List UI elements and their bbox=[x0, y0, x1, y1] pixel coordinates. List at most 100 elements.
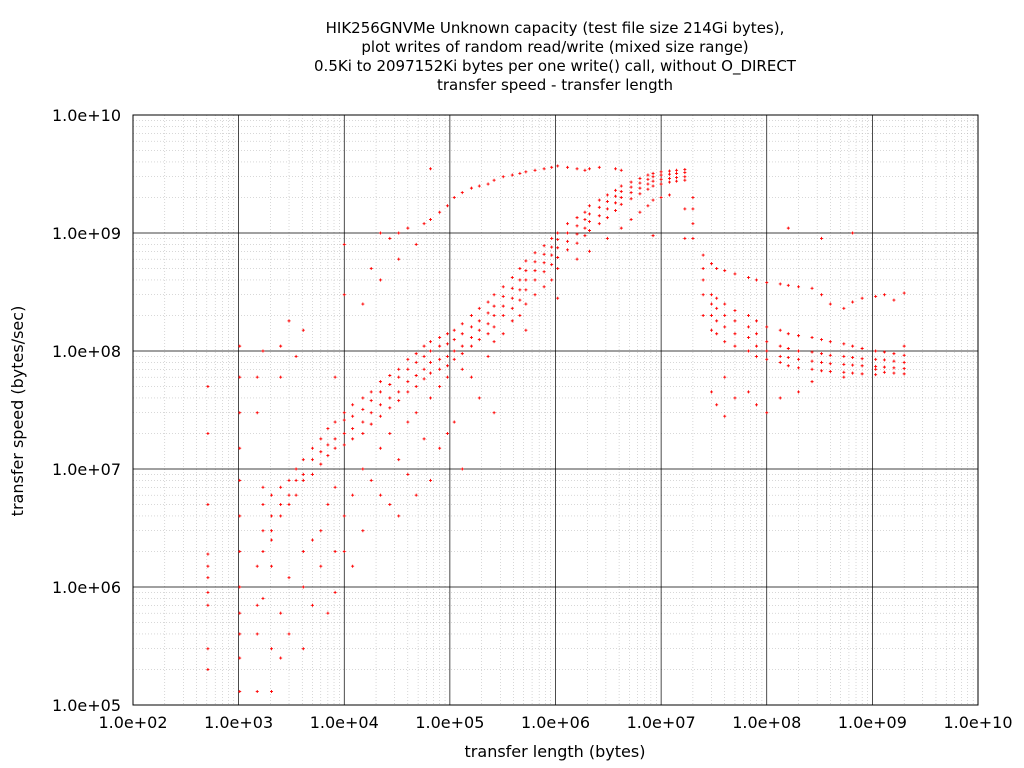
y-tick-label: 1.0e+06 bbox=[52, 578, 121, 597]
data-point bbox=[319, 529, 323, 533]
data-point bbox=[701, 313, 705, 317]
data-point bbox=[477, 306, 481, 310]
data-point bbox=[501, 313, 505, 317]
data-point bbox=[369, 399, 373, 403]
data-point bbox=[378, 390, 382, 394]
data-point bbox=[651, 184, 655, 188]
data-point bbox=[659, 177, 663, 181]
data-point bbox=[902, 291, 906, 295]
data-point bbox=[351, 493, 355, 497]
data-point bbox=[733, 272, 737, 276]
data-point bbox=[369, 478, 373, 482]
data-point bbox=[342, 411, 346, 415]
data-point bbox=[361, 529, 365, 533]
data-point bbox=[575, 257, 579, 261]
data-point bbox=[892, 359, 896, 363]
data-point bbox=[614, 188, 618, 192]
data-point bbox=[342, 431, 346, 435]
x-tick-label: 1.0e+08 bbox=[732, 713, 801, 732]
data-point bbox=[733, 332, 737, 336]
data-point bbox=[874, 373, 878, 377]
data-point bbox=[683, 171, 687, 175]
data-point bbox=[542, 285, 546, 289]
data-point bbox=[691, 195, 695, 199]
data-point bbox=[361, 396, 365, 400]
data-point bbox=[301, 585, 305, 589]
data-point bbox=[469, 186, 473, 190]
data-point bbox=[279, 611, 283, 615]
data-point bbox=[446, 332, 450, 336]
data-point bbox=[310, 446, 314, 450]
data-point bbox=[501, 304, 505, 308]
data-point bbox=[667, 169, 671, 173]
data-point bbox=[460, 344, 464, 348]
data-point bbox=[646, 177, 650, 181]
data-point bbox=[605, 199, 609, 203]
plot-frame bbox=[132, 114, 979, 706]
data-point bbox=[614, 209, 618, 213]
data-point bbox=[524, 269, 528, 273]
data-point bbox=[438, 367, 442, 371]
data-point bbox=[659, 173, 663, 177]
data-point bbox=[270, 538, 274, 542]
data-point bbox=[675, 179, 679, 183]
data-point bbox=[279, 375, 283, 379]
x-tick-label: 1.0e+09 bbox=[838, 713, 907, 732]
data-point bbox=[810, 359, 814, 363]
data-point bbox=[810, 286, 814, 290]
data-point bbox=[351, 403, 355, 407]
data-point bbox=[326, 443, 330, 447]
data-point bbox=[397, 390, 401, 394]
data-point bbox=[556, 231, 560, 235]
data-point bbox=[428, 371, 432, 375]
data-point bbox=[261, 485, 265, 489]
data-point bbox=[388, 383, 392, 387]
data-point bbox=[614, 201, 618, 205]
data-point bbox=[566, 222, 570, 226]
data-point bbox=[287, 632, 291, 636]
data-point bbox=[397, 375, 401, 379]
data-point bbox=[310, 458, 314, 462]
data-point bbox=[533, 251, 537, 255]
data-point bbox=[575, 241, 579, 245]
data-point bbox=[287, 493, 291, 497]
data-point bbox=[452, 338, 456, 342]
data-point bbox=[294, 354, 298, 358]
data-point bbox=[238, 656, 242, 660]
data-point bbox=[342, 514, 346, 518]
data-point bbox=[851, 363, 855, 367]
data-point bbox=[460, 332, 464, 336]
data-point bbox=[261, 349, 265, 353]
data-point bbox=[414, 373, 418, 377]
data-point bbox=[715, 319, 719, 323]
data-point bbox=[851, 300, 855, 304]
data-point bbox=[874, 367, 878, 371]
title-line-1: HIK256GNVMe Unknown capacity (test file … bbox=[326, 19, 785, 37]
x-tick-label: 1.0e+07 bbox=[627, 713, 696, 732]
data-point bbox=[422, 377, 426, 381]
data-point bbox=[556, 255, 560, 259]
data-point bbox=[778, 344, 782, 348]
data-point bbox=[279, 503, 283, 507]
data-point bbox=[723, 414, 727, 418]
data-point bbox=[683, 168, 687, 172]
data-point bbox=[351, 437, 355, 441]
data-point bbox=[270, 514, 274, 518]
data-point bbox=[882, 350, 886, 354]
data-point bbox=[619, 195, 623, 199]
data-point bbox=[851, 344, 855, 348]
data-point bbox=[786, 347, 790, 350]
data-point bbox=[786, 226, 790, 230]
data-point bbox=[446, 204, 450, 208]
data-point bbox=[646, 204, 650, 208]
data-point bbox=[428, 218, 432, 222]
data-point bbox=[501, 332, 505, 336]
data-point bbox=[842, 354, 846, 358]
data-point bbox=[477, 328, 481, 332]
data-point bbox=[667, 172, 671, 176]
data-point bbox=[765, 340, 769, 344]
data-point bbox=[524, 259, 528, 263]
data-point bbox=[287, 503, 291, 507]
data-point bbox=[587, 229, 591, 232]
data-point bbox=[326, 454, 330, 458]
